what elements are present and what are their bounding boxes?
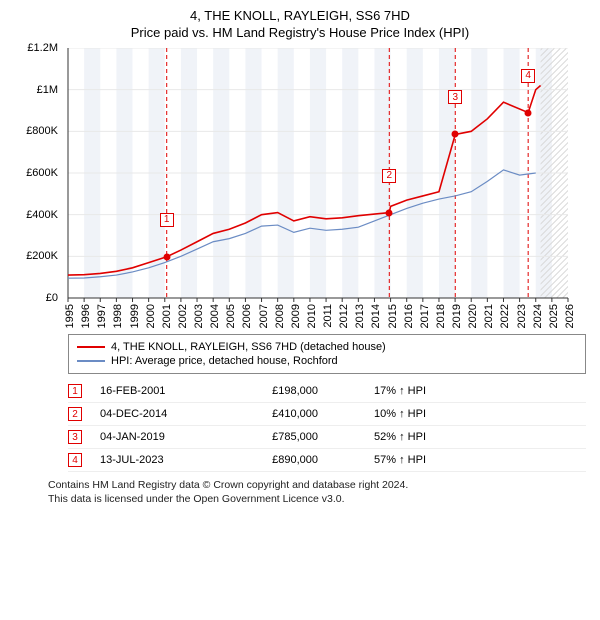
- footer-line-2: This data is licensed under the Open Gov…: [48, 492, 586, 506]
- ytick-label: £600K: [18, 167, 58, 179]
- transaction-date: 04-JAN-2019: [100, 431, 210, 443]
- xtick-label: 2026: [564, 304, 576, 328]
- sale-marker: 4: [521, 69, 535, 83]
- transaction-pct: 57% ↑ HPI: [336, 454, 426, 466]
- page-title: 4, THE KNOLL, RAYLEIGH, SS6 7HD: [8, 8, 592, 23]
- price-chart: £0£200K£400K£600K£800K£1M£1.2M1995199619…: [18, 48, 578, 328]
- xtick-label: 2007: [258, 304, 270, 328]
- transaction-row: 3 04-JAN-2019 £785,000 52% ↑ HPI: [68, 426, 586, 449]
- xtick-label: 2002: [177, 304, 189, 328]
- legend-label: 4, THE KNOLL, RAYLEIGH, SS6 7HD (detache…: [111, 341, 386, 353]
- xtick-label: 2011: [322, 304, 334, 328]
- transaction-price: £785,000: [228, 431, 318, 443]
- sale-marker: 3: [448, 90, 462, 104]
- sale-marker: 2: [382, 169, 396, 183]
- ytick-label: £1.2M: [18, 42, 58, 54]
- xtick-label: 1999: [129, 304, 141, 328]
- xtick-label: 2016: [403, 304, 415, 328]
- legend: 4, THE KNOLL, RAYLEIGH, SS6 7HD (detache…: [68, 334, 586, 374]
- transaction-row: 4 13-JUL-2023 £890,000 57% ↑ HPI: [68, 449, 586, 472]
- transaction-pct: 10% ↑ HPI: [336, 408, 426, 420]
- transaction-marker: 1: [68, 384, 82, 398]
- xtick-label: 2009: [290, 304, 302, 328]
- xtick-label: 2006: [241, 304, 253, 328]
- ytick-label: £200K: [18, 250, 58, 262]
- transaction-row: 1 16-FEB-2001 £198,000 17% ↑ HPI: [68, 380, 586, 403]
- xtick-label: 1998: [112, 304, 124, 328]
- transaction-date: 04-DEC-2014: [100, 408, 210, 420]
- transaction-date: 13-JUL-2023: [100, 454, 210, 466]
- chart-svg: [18, 48, 578, 328]
- xtick-label: 2018: [435, 304, 447, 328]
- sale-marker: 1: [160, 213, 174, 227]
- transaction-price: £890,000: [228, 454, 318, 466]
- xtick-label: 2012: [338, 304, 350, 328]
- page-subtitle: Price paid vs. HM Land Registry's House …: [8, 25, 592, 40]
- transaction-price: £410,000: [228, 408, 318, 420]
- xtick-label: 2021: [483, 304, 495, 328]
- transaction-marker: 4: [68, 453, 82, 467]
- xtick-label: 2003: [193, 304, 205, 328]
- transaction-price: £198,000: [228, 385, 318, 397]
- xtick-label: 1996: [80, 304, 92, 328]
- sale-point: [386, 209, 393, 216]
- xtick-label: 1995: [64, 304, 76, 328]
- xtick-label: 2019: [451, 304, 463, 328]
- legend-label: HPI: Average price, detached house, Roch…: [111, 355, 338, 367]
- transaction-pct: 17% ↑ HPI: [336, 385, 426, 397]
- transaction-row: 2 04-DEC-2014 £410,000 10% ↑ HPI: [68, 403, 586, 426]
- xtick-label: 2020: [467, 304, 479, 328]
- sale-point: [163, 253, 170, 260]
- xtick-label: 1997: [96, 304, 108, 328]
- xtick-label: 2017: [419, 304, 431, 328]
- xtick-label: 2010: [306, 304, 318, 328]
- sale-point: [452, 131, 459, 138]
- ytick-label: £0: [18, 292, 58, 304]
- xtick-label: 2024: [532, 304, 544, 328]
- xtick-label: 2025: [548, 304, 560, 328]
- xtick-label: 2013: [354, 304, 366, 328]
- xtick-label: 2015: [387, 304, 399, 328]
- xtick-label: 2001: [161, 304, 173, 328]
- xtick-label: 2022: [499, 304, 511, 328]
- xtick-label: 2000: [145, 304, 157, 328]
- transactions-table: 1 16-FEB-2001 £198,000 17% ↑ HPI 2 04-DEC-201…: [68, 380, 586, 472]
- legend-swatch: [77, 360, 105, 362]
- ytick-label: £1M: [18, 84, 58, 96]
- transaction-pct: 52% ↑ HPI: [336, 431, 426, 443]
- xtick-label: 2008: [274, 304, 286, 328]
- ytick-label: £400K: [18, 209, 58, 221]
- xtick-label: 2004: [209, 304, 221, 328]
- legend-row: 4, THE KNOLL, RAYLEIGH, SS6 7HD (detache…: [77, 341, 577, 353]
- sale-point: [525, 109, 532, 116]
- legend-row: HPI: Average price, detached house, Roch…: [77, 355, 577, 367]
- xtick-label: 2014: [370, 304, 382, 328]
- transaction-marker: 2: [68, 407, 82, 421]
- footer-attribution: Contains HM Land Registry data © Crown c…: [48, 478, 586, 506]
- ytick-label: £800K: [18, 125, 58, 137]
- transaction-date: 16-FEB-2001: [100, 385, 210, 397]
- legend-swatch: [77, 346, 105, 348]
- xtick-label: 2023: [516, 304, 528, 328]
- footer-line-1: Contains HM Land Registry data © Crown c…: [48, 478, 586, 492]
- xtick-label: 2005: [225, 304, 237, 328]
- transaction-marker: 3: [68, 430, 82, 444]
